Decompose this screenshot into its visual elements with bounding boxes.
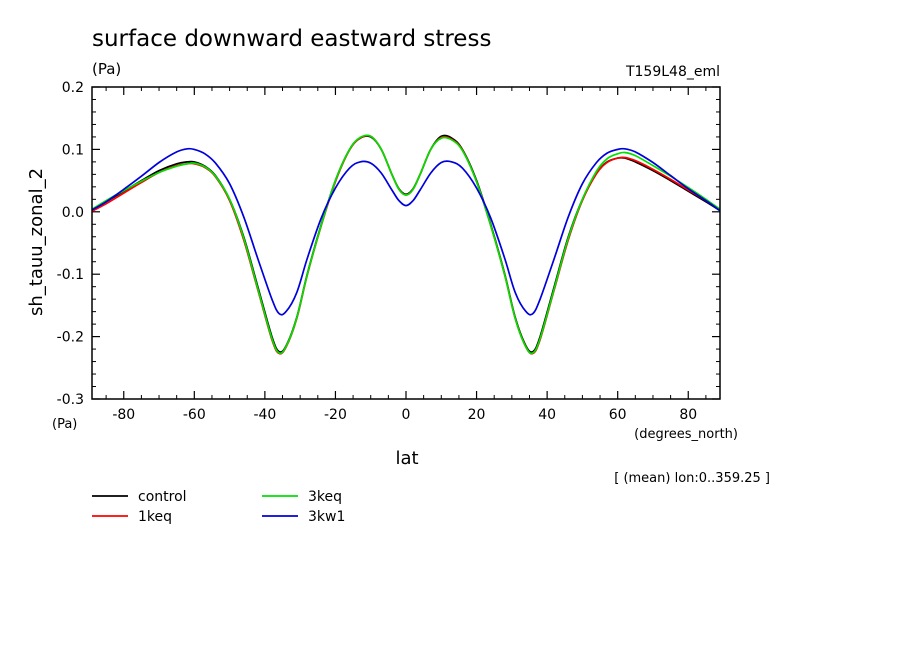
- series-line-control: [91, 134, 721, 353]
- x-tick-label: 0: [402, 407, 411, 423]
- x-axis-units: (degrees_north): [634, 427, 738, 442]
- series-lines: [91, 134, 721, 355]
- units-label-bottom: (Pa): [52, 417, 77, 432]
- y-tick-label: 0.1: [62, 142, 84, 158]
- x-tick-label: -40: [253, 407, 276, 423]
- series-line-3keq: [91, 134, 721, 355]
- x-axis-label: lat: [395, 448, 418, 469]
- units-label-top: (Pa): [92, 60, 121, 78]
- legend: control 1keq 3keq 3kw1: [92, 489, 345, 525]
- run-label: T159L48_eml: [625, 64, 720, 80]
- legend-label-3keq: 3keq: [308, 489, 342, 505]
- y-tick-label: 0.2: [62, 80, 84, 96]
- x-tick-label: 80: [679, 407, 697, 423]
- x-tick-label: 40: [538, 407, 556, 423]
- y-tick-label: -0.1: [57, 267, 84, 283]
- y-tick-label: 0.0: [62, 205, 84, 221]
- x-tick-label: -20: [324, 407, 347, 423]
- series-line-1keq: [91, 134, 721, 355]
- y-tick-label: -0.2: [57, 330, 84, 346]
- legend-label-control: control: [138, 489, 187, 505]
- x-tick-label: -80: [112, 407, 135, 423]
- averaging-note: [ (mean) lon:0..359.25 ]: [614, 471, 770, 486]
- plot-frame: [91, 86, 721, 400]
- chart-title: surface downward eastward stress: [92, 26, 491, 52]
- y-tick-label: -0.3: [57, 392, 84, 408]
- series-line-3kw1: [91, 147, 721, 316]
- x-tick-label: 20: [468, 407, 486, 423]
- legend-label-1keq: 1keq: [138, 509, 172, 525]
- x-tick-label: 60: [609, 407, 627, 423]
- x-tick-label: -60: [183, 407, 206, 423]
- y-axis-label: sh_tauu_zonal_2: [26, 168, 47, 316]
- axis-ticks: -80 -60 -40 -20 0 20 40 60 80 -0.3 -0.2 -0.1 0.0 0.1 0…: [57, 80, 720, 423]
- legend-label-3kw1: 3kw1: [308, 509, 345, 525]
